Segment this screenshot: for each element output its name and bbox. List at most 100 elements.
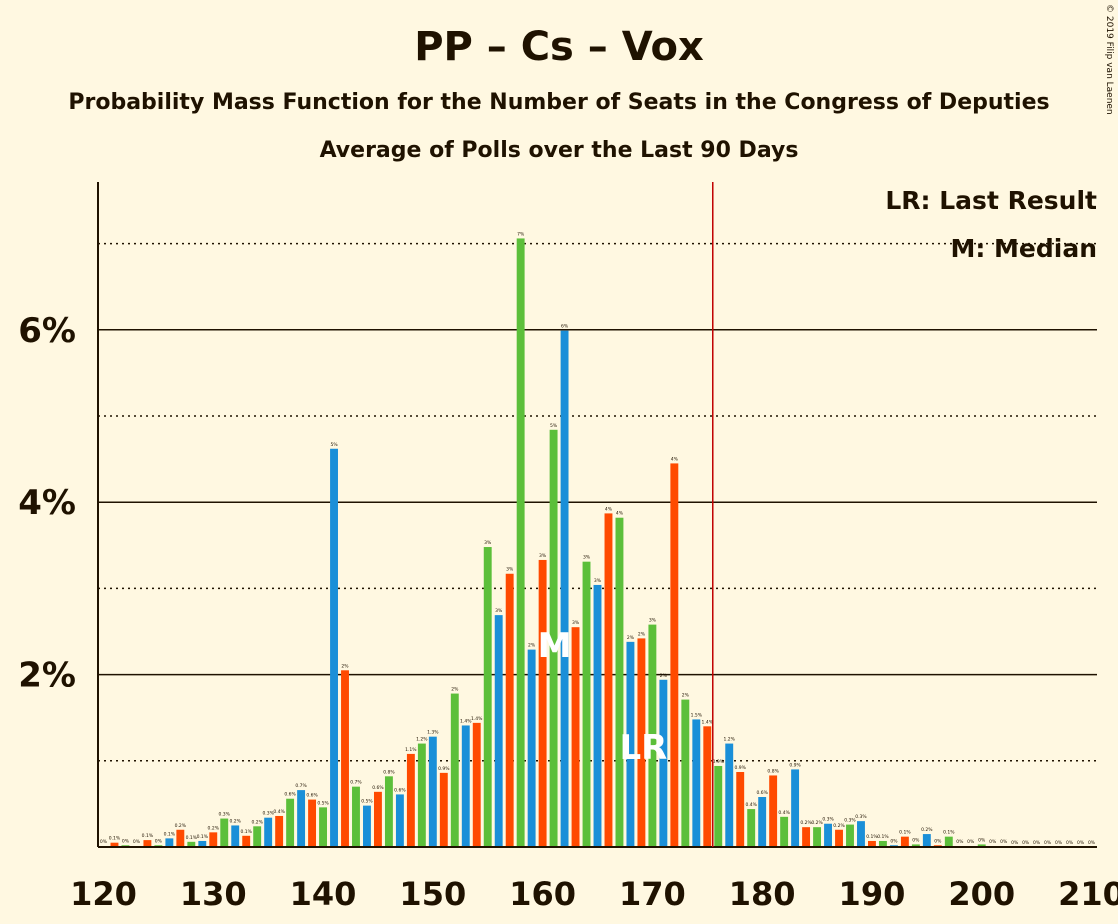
bar: [319, 807, 328, 847]
bar-value-label: 0.6%: [394, 787, 406, 793]
bar-value-label: 0%: [1088, 840, 1096, 846]
bar-value-label: 3%: [495, 608, 503, 614]
bar-value-label: 0%: [1033, 840, 1041, 846]
bar: [549, 429, 558, 847]
bar-value-label: 1.1%: [405, 747, 417, 753]
bar-value-label: 0%: [956, 839, 964, 845]
bar: [494, 615, 503, 847]
bar-value-label: 7%: [517, 231, 525, 237]
bar-value-label: 0.1%: [899, 830, 911, 836]
bar-value-label: 0.1%: [142, 833, 154, 839]
bar: [604, 513, 613, 847]
bar-value-label: 0.2%: [800, 820, 812, 826]
bar-value-label: 0%: [1000, 839, 1008, 845]
x-tick-label: 200: [948, 875, 1015, 913]
y-tick-label: 4%: [18, 483, 76, 523]
bar-value-label: 1.3%: [427, 730, 439, 736]
bar-value-label: 0.8%: [383, 769, 395, 775]
bar: [670, 463, 679, 847]
bar-value-label: 0%: [967, 839, 975, 845]
bar: [395, 794, 404, 847]
bar: [384, 776, 393, 847]
bar-value-label: 2%: [627, 635, 635, 641]
bar-value-label: 0%: [122, 838, 130, 844]
bar: [341, 670, 349, 847]
bar: [253, 826, 262, 847]
chart-subtitle: Probability Mass Function for the Number…: [68, 90, 1050, 115]
bar: [242, 835, 251, 847]
bar-value-label: 3%: [649, 618, 657, 624]
bar-value-label: 2%: [451, 687, 459, 693]
bar: [143, 840, 152, 847]
bar: [824, 823, 832, 847]
bar: [297, 790, 306, 847]
bar-value-label: 0.9%: [789, 762, 801, 768]
bar-value-label: 0.9%: [438, 766, 450, 772]
bar: [560, 330, 569, 847]
bar-value-label: 4%: [671, 456, 679, 462]
bar: [176, 829, 185, 847]
bar-value-label: 1.4%: [460, 718, 472, 724]
bar: [516, 238, 525, 848]
bar-value-label: 0.2%: [251, 819, 263, 825]
bar: [286, 798, 295, 847]
bar: [791, 769, 800, 847]
axes: 2% 4% 6% 120 130 140 150 160 170 180 190 200 210 M LR: [18, 182, 1118, 913]
bar: [264, 817, 273, 847]
x-tick-label: 150: [399, 875, 466, 913]
bars: [99, 238, 1008, 848]
bar-value-label: 0.6%: [284, 792, 296, 798]
bar-value-label: 0.1%: [877, 834, 889, 840]
bar-value-label: 0.3%: [844, 818, 856, 824]
bar-value-label: 1.4%: [471, 716, 483, 722]
bar-value-label: 0.3%: [262, 811, 274, 817]
bar-value-label: 0.1%: [186, 835, 198, 841]
bar-value-label: 0.3%: [219, 812, 231, 818]
bar-value-label: 0.4%: [778, 810, 790, 816]
bar-value-label: 0.7%: [295, 783, 307, 789]
y-tick-label: 6%: [18, 311, 76, 351]
bar: [472, 722, 481, 847]
bar: [900, 836, 909, 847]
bar-value-label: 0%: [989, 839, 997, 845]
bar-value-label: 0.9%: [734, 765, 746, 771]
bar-value-label: 0.2%: [811, 820, 823, 826]
bar-labels: 0%0.1%0% 0%0.1%0%0.1%0.2%0.1% 0.1%0.2%0.3%…: [100, 231, 1096, 846]
bar: [692, 719, 701, 847]
bar: [308, 799, 317, 847]
bar-value-label: 0%: [978, 837, 986, 843]
bar-value-label: 2%: [638, 631, 646, 637]
bar-value-label: 1.5%: [691, 712, 703, 718]
y-tick-label: 2%: [18, 656, 76, 696]
bar-value-label: 5%: [330, 442, 338, 448]
bar: [802, 827, 811, 847]
bar-value-label: 0.2%: [833, 823, 845, 829]
bar-value-label: 0.2%: [230, 818, 242, 824]
bar-value-label: 0.1%: [943, 830, 955, 836]
x-tick-label: 180: [729, 875, 796, 913]
bar-value-label: 0.4%: [745, 802, 757, 808]
bar: [439, 772, 448, 847]
bar-value-label: 0.1%: [109, 836, 121, 842]
bar: [637, 638, 646, 847]
bar: [220, 818, 229, 847]
bar: [538, 559, 547, 847]
bar: [813, 827, 822, 847]
bar-value-label: 3%: [539, 553, 547, 559]
bar: [659, 679, 668, 847]
bar: [911, 844, 920, 847]
bar: [758, 797, 767, 847]
bar-value-label: 0.2%: [208, 825, 220, 831]
bar-value-label: 0%: [1077, 840, 1085, 846]
bar: [373, 791, 382, 847]
bar-value-label: 0%: [1066, 840, 1074, 846]
bar: [681, 699, 690, 847]
bar-value-label: 0%: [912, 837, 920, 843]
bar: [944, 836, 953, 847]
bar: [330, 448, 338, 847]
bar: [977, 844, 986, 847]
bar-value-label: 0.6%: [372, 785, 384, 791]
bar: [231, 825, 240, 847]
bar-value-label: 0%: [890, 838, 898, 844]
bar: [417, 743, 426, 847]
